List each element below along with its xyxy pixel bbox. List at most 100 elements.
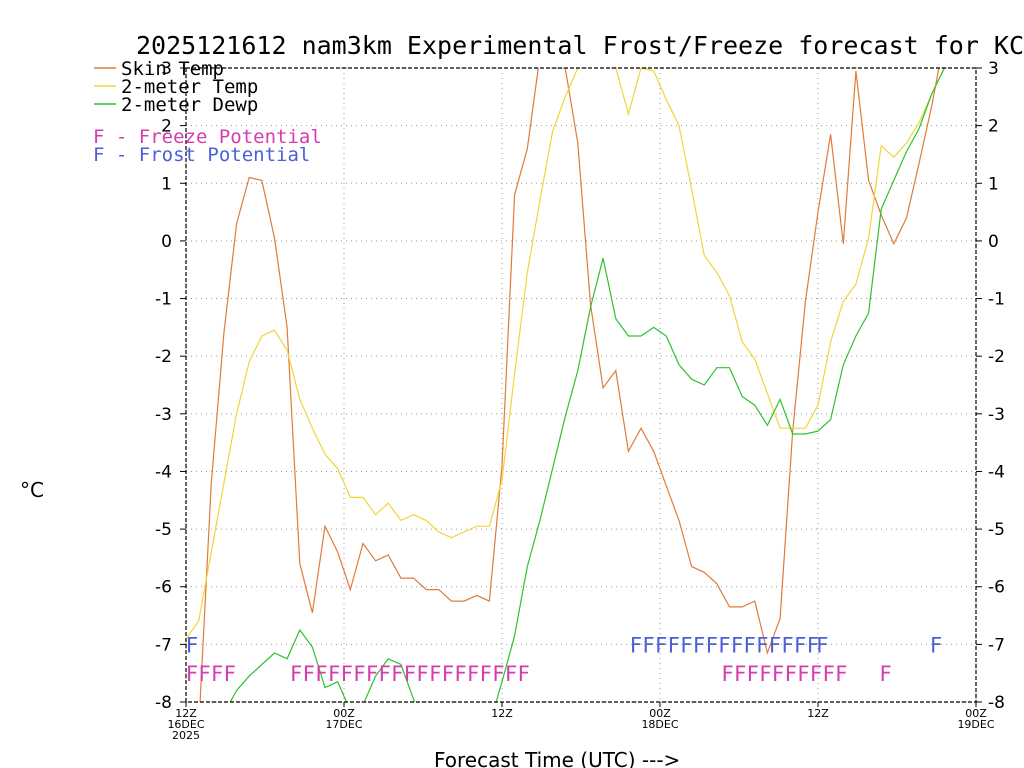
y-axis-right: -8 -7 -6 -5 -4 -3 -2 -1 0 1 2 3 [976,59,1005,713]
freeze-flag: F [480,662,492,686]
frost-flag: F [782,633,794,657]
freeze-flag: F [734,662,746,686]
x-tick-label: 17DEC [325,718,362,731]
y-tick-label-right: -1 [988,290,1005,310]
chart-title: 2025121612 nam3km Experimental Frost/Fre… [136,31,1024,60]
frost-flag: F [655,633,667,657]
frost-flag: F [731,633,743,657]
y-tick-label: -1 [155,290,172,310]
legend-label-freeze: F - Freeze Potential [93,126,322,148]
y-tick-label-right: -6 [988,578,1005,598]
frost-flag: F [643,633,655,657]
freeze-flag: F [303,662,315,686]
freeze-flag: F [785,662,797,686]
y-tick-label: 2 [161,117,172,137]
frost-flag: F [718,633,730,657]
freeze-flag: F [211,662,223,686]
freeze-flag: F [493,662,505,686]
freeze-flag: F [328,662,340,686]
y-tick-label-right: 0 [988,232,999,252]
frost-flag: F [794,633,806,657]
y-tick-label: 3 [161,59,172,79]
x-tick-label: 19DEC [957,718,994,731]
x-tick-label: 12Z [491,707,513,720]
freeze-flag: F [722,662,734,686]
freeze-flag: F [341,662,353,686]
x-axis-label: Forecast Time (UTC) ---> [434,748,680,768]
legend-label-frost: F - Frost Potential [93,144,310,166]
freeze-flag: F [442,662,454,686]
freeze-flag: F [199,662,211,686]
series-lines [186,68,946,702]
freeze-flag: F [760,662,772,686]
legend-label-dewp: 2-meter Dewp [121,94,258,116]
frost-flag: F [186,633,198,657]
freeze-flag: F [290,662,302,686]
x-tick-label: 16DEC [167,718,204,731]
frost-flag: F [630,633,642,657]
freeze-flag: F [747,662,759,686]
y-tick-label-right: 1 [988,174,999,194]
frost-flag: F [693,633,705,657]
y-tick-label-right: -7 [988,635,1005,655]
frost-flag: F [668,633,680,657]
freeze-flag: F [797,662,809,686]
legend-label-skin: Skin Temp [121,58,224,80]
plot-frame [185,67,977,703]
y-tick-label-right: -2 [988,347,1005,367]
frost-flag: F [930,633,942,657]
y-tick-label-right: -8 [988,693,1005,713]
y-tick-label: -8 [155,693,172,713]
freeze-flag: F [316,662,328,686]
freeze-flag: F [823,662,835,686]
freeze-flag: F [835,662,847,686]
frost-flag: F [769,633,781,657]
y-tick-label: 0 [161,232,172,252]
freeze-flag: F [417,662,429,686]
x-tick-label: 00Z [965,707,987,720]
y-tick-label: -2 [155,347,172,367]
frost-flag: F [816,633,828,657]
legend-label-t2m: 2-meter Temp [121,76,258,98]
x-tick-label: 00Z [333,707,355,720]
freeze-flag: F [467,662,479,686]
freeze-flag: F [366,662,378,686]
y-tick-label-right: 3 [988,59,999,79]
y-axis-left: -8 -7 -6 -5 -4 -3 -2 -1 0 1 2 3 [155,59,186,713]
y-tick-label-right: 2 [988,117,999,137]
y-tick-label: -6 [155,578,172,598]
x-tick-label: 18DEC [641,718,678,731]
freeze-flag: F [391,662,403,686]
y-tick-label: -5 [155,520,172,540]
frost-flag: F [706,633,718,657]
frost-flag: F [807,633,819,657]
x-tick-label: 00Z [649,707,671,720]
freeze-flag: F [810,662,822,686]
y-tick-label: 1 [161,174,172,194]
frost-flag: F [744,633,756,657]
series-line-dewp [229,68,946,702]
freeze-flag: F [880,662,892,686]
frost-flag: F [756,633,768,657]
y-tick-label: -7 [155,635,172,655]
freeze-flag: F [353,662,365,686]
y-tick-label: -4 [155,462,172,482]
freeze-flag: F [224,662,236,686]
y-tick-label: -3 [155,405,172,425]
y-axis-label: °C [20,478,44,502]
freeze-flag: F [505,662,517,686]
series-line-t2m [186,68,946,639]
x-tick-label: 12Z [807,707,829,720]
y-tick-label-right: -5 [988,520,1005,540]
freeze-flag: F [404,662,416,686]
freeze-flag: F [379,662,391,686]
frost-flag: F [681,633,693,657]
y-tick-label-right: -4 [988,462,1005,482]
y-tick-label-right: -3 [988,405,1005,425]
series-line-skin [199,68,940,702]
freeze-flag: F [772,662,784,686]
